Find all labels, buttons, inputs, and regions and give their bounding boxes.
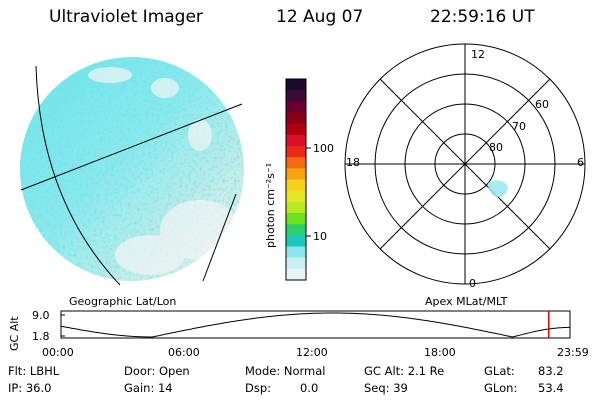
meridian-line bbox=[35, 65, 121, 286]
polar-plot bbox=[344, 43, 586, 285]
geo-panel-label: Geographic Lat/Lon bbox=[69, 295, 177, 308]
colorbar-band bbox=[286, 257, 306, 270]
time-tick-0000: 00:00 bbox=[42, 346, 74, 359]
colorbar-band bbox=[286, 268, 306, 281]
colorbar-label-10: 10 bbox=[313, 230, 327, 243]
altitude-strip bbox=[60, 310, 571, 339]
info-dsp-value: 0.0 bbox=[300, 381, 319, 395]
info-filter: Flt: LBHL bbox=[8, 364, 60, 378]
info-door: Door: Open bbox=[124, 364, 190, 378]
info-glon-label: GLon: bbox=[484, 381, 518, 395]
colorbar-band bbox=[286, 157, 306, 169]
polar-emission-patch bbox=[488, 180, 508, 198]
mlt-label-18: 18 bbox=[346, 156, 360, 169]
colorbar-band bbox=[286, 201, 306, 214]
colorbar-band bbox=[286, 213, 306, 225]
info-glat-value: 83.2 bbox=[538, 364, 564, 378]
altitude-frame bbox=[60, 310, 571, 339]
mlt-label-12: 12 bbox=[471, 48, 485, 61]
colorbar-band bbox=[286, 112, 306, 125]
mlat-label-70: 70 bbox=[512, 120, 526, 133]
info-mode: Mode: Normal bbox=[245, 364, 326, 378]
colorbar-label-100: 100 bbox=[313, 142, 334, 155]
colorbar-band bbox=[286, 179, 306, 192]
info-glat-label: GLat: bbox=[484, 364, 515, 378]
info-seq: Seq: 39 bbox=[364, 381, 408, 395]
mlt-label-6: 6 bbox=[577, 156, 584, 169]
alt-tick-label-high: 9.0 bbox=[32, 309, 50, 322]
colorbar-band bbox=[286, 79, 306, 91]
colorbar-band bbox=[286, 190, 306, 203]
terminator-line bbox=[202, 193, 237, 282]
polar-panel-label: Apex MLat/MLT bbox=[425, 295, 508, 308]
altitude-axis-label: GC Alt bbox=[8, 316, 21, 351]
time-tick-0600: 06:00 bbox=[168, 346, 200, 359]
info-ip: IP: 36.0 bbox=[8, 381, 52, 395]
instrument-title: Ultraviolet Imager bbox=[49, 7, 203, 27]
polar-diagonal-2 bbox=[379, 78, 551, 250]
colorbar-band bbox=[286, 235, 306, 248]
info-gc-alt: GC Alt: 2.1 Re bbox=[364, 364, 445, 378]
info-glon-value: 53.4 bbox=[538, 381, 564, 395]
time-tick-1200: 12:00 bbox=[296, 346, 328, 359]
colorbar bbox=[286, 79, 306, 281]
info-gain: Gain: 14 bbox=[124, 381, 173, 395]
mlt-label-0: 0 bbox=[469, 277, 476, 290]
colorbar-band bbox=[286, 90, 306, 102]
info-dsp-label: Dsp: bbox=[245, 381, 272, 395]
colorbar-band bbox=[286, 168, 306, 181]
colorbar-band bbox=[286, 123, 306, 136]
mlat-label-80: 80 bbox=[489, 141, 503, 154]
time-tick-1800: 18:00 bbox=[424, 346, 456, 359]
colorbar-unit-label: photon cm⁻²s⁻¹ bbox=[264, 162, 277, 248]
latitude-line bbox=[20, 103, 243, 191]
colorbar-band bbox=[286, 134, 306, 147]
alt-tick-label-low: 1.8 bbox=[32, 330, 50, 343]
date-label: 12 Aug 07 bbox=[276, 7, 364, 27]
uv-image-disk bbox=[20, 57, 244, 286]
colorbar-band bbox=[286, 246, 306, 259]
colorbar-band bbox=[286, 224, 306, 236]
time-label: 22:59:16 UT bbox=[430, 7, 535, 27]
time-tick-2359: 23:59 bbox=[557, 346, 589, 359]
colorbar-frame bbox=[285, 78, 307, 281]
colorbar-band bbox=[286, 101, 306, 114]
altitude-curve bbox=[60, 312, 570, 338]
colorbar-band bbox=[286, 146, 306, 158]
mlat-label-60: 60 bbox=[535, 98, 549, 111]
